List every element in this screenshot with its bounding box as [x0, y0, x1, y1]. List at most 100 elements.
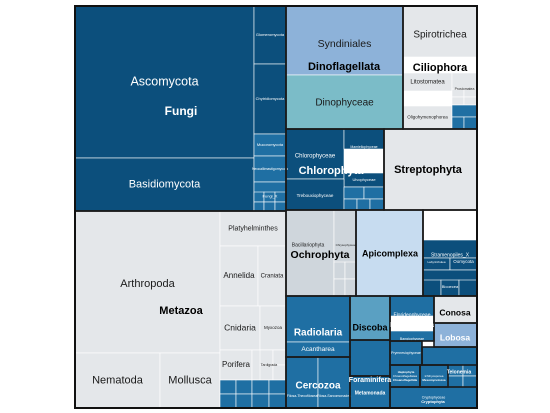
label-annelida: Annelida [223, 271, 255, 280]
tile-foraminifera-foraminifera [349, 339, 391, 377]
label-litostomatea: Litostomatea [410, 80, 445, 86]
tile-cercozoa-filosa-sarcomonadea [317, 356, 351, 409]
label-tardigrada: Tardigrada [261, 363, 278, 367]
group-label-conosa: Conosa [439, 307, 470, 317]
label-basidiomycota: Basidiomycota [129, 178, 201, 190]
minor-tile [343, 198, 358, 211]
minor-tile [462, 375, 478, 388]
label-trebouxiophyceae: Trebouxiophyceae [297, 193, 334, 198]
minor-tile [458, 279, 478, 297]
minor-tile [235, 379, 253, 395]
tile-ciliophora-spirotrichea [402, 5, 478, 58]
tile-dinoflagellata-syndiniales [285, 5, 404, 76]
tile-metamonada-metamonada [349, 375, 391, 409]
minor-tile [343, 186, 365, 200]
group-label-streptophyta: Streptophyta [394, 164, 463, 176]
label-filosa-thecofilosea: Filosa-Thecofilosea [287, 394, 317, 398]
minor-tile [344, 278, 357, 297]
label-mollusca: Mollusca [168, 374, 212, 386]
minor-tile [422, 279, 442, 297]
label-mamiellophyceae: Mamiellophyceae [350, 145, 377, 149]
tile-metazoa-arthropoda [74, 210, 221, 354]
minor-tile [268, 393, 287, 409]
group-label-rhodophyta: Rhodophyta [390, 320, 435, 329]
label-florideophyceae: Florideophyceae [394, 312, 431, 318]
label-bangiophyceae: Bangiophyceae [400, 337, 424, 341]
label-nematoda: Nematoda [92, 374, 144, 386]
label-mucoromycota: Mucoromycota [257, 142, 284, 147]
minor-tile [369, 198, 385, 211]
label-prostomatea: Prostomatea [455, 87, 475, 91]
minor-tile [463, 96, 478, 106]
tile-metazoa-craniata [257, 245, 287, 307]
group-label-metamonada: Metamonada [355, 390, 386, 396]
label-arthropoda: Arthropoda [120, 278, 175, 290]
label-ascomycota: Ascomycota [130, 74, 198, 88]
label-spirotrichea: Spirotrichea [413, 30, 467, 41]
group-label-lobosa: Lobosa [440, 332, 470, 342]
label-fungi-x: Fungi_X [263, 194, 278, 199]
minor-tile [268, 379, 287, 395]
label-cnidaria: Cnidaria [224, 322, 256, 332]
tile-fungi-chytridiomycota [253, 63, 287, 135]
minor-tile [235, 393, 253, 409]
group-label-apicomplexa: Apicomplexa [362, 248, 419, 258]
label-filosa-sarcomonadea: Filosa-Sarcomonadea [317, 394, 351, 398]
label-platyhelminthes: Platyhelminthes [228, 225, 278, 232]
tile-apicomplexa-gregarinomorphea [355, 209, 424, 297]
label-acantharea: Acantharea [301, 346, 335, 353]
group-label-cryptophyta: Cryptophyta [421, 399, 445, 404]
group-label-dinoflagellata: Dinoflagellata [308, 61, 381, 73]
minor-tile [356, 198, 371, 211]
minor-tile [259, 364, 274, 381]
group-label-ciliophora: Ciliophora [413, 62, 468, 74]
tile-metazoa-cnidaria [219, 305, 261, 351]
label-syndiniales: Syndiniales [318, 38, 372, 50]
minor-tile [251, 393, 270, 409]
label-ulvophyceae: Ulvophyceae [352, 177, 376, 182]
tile-metazoa-porifera [219, 349, 253, 381]
group-label-cercozoa: Cercozoa [295, 381, 340, 392]
label-myxozoa: Myxozoa [264, 325, 283, 330]
label-craniata: Craniata [261, 274, 284, 280]
minor-tile [344, 261, 357, 280]
minor-tile [219, 379, 237, 395]
label-neocallimastigomycota: Neocallimastigomycota [252, 167, 288, 171]
tile-metazoa-myxozoa [259, 305, 287, 351]
label-bicoecea: Bicoecea [442, 284, 459, 289]
minor-tile [451, 116, 465, 130]
label-bacillariophyta: Bacillariophyta [292, 242, 325, 248]
label-chlorophyceae: Chlorophyceae [295, 154, 336, 160]
group-label-metazoa: Metazoa [159, 305, 203, 317]
label-ichthyosporea: Ichthyosporea [425, 374, 444, 378]
minor-tile [263, 201, 276, 212]
tile-discoba-discoba [349, 295, 391, 341]
group-label-mesomycetozoa: Mesomycetozoa [422, 378, 446, 382]
minor-tile [451, 104, 478, 118]
tile-ochrophyta-bacillariophyta [285, 209, 335, 297]
minor-tile [447, 375, 464, 388]
group-label-haptophyta: Haptophyta [398, 370, 415, 374]
minor-tile [451, 96, 465, 106]
tile-telonemia-telonemia [421, 346, 478, 366]
tile-dinoflagellata-dinophyceae [285, 74, 404, 130]
label-chrysophyceae: Chrysophyceae [336, 243, 357, 247]
minor-tile [363, 186, 385, 200]
group-label-fungi: Fungi [165, 104, 198, 118]
label-prymnesiophyceae: Prymnesiophyceae [391, 351, 421, 355]
tile-cercozoa-filosa-thecofilosea [285, 356, 319, 409]
label-labyrinthulea: Labyrinthulea [427, 260, 445, 264]
label-stramenopiles-x: Stramenopiles_X [431, 252, 470, 258]
tile-fungi-basidiomycota [74, 157, 255, 212]
group-label-choanoflagellida: Choanoflagellida [393, 378, 418, 382]
group-label-foraminifera: Foraminifera [349, 377, 392, 384]
group-label-telonemia: Telonemia [447, 369, 472, 375]
minor-tile [463, 116, 478, 130]
label-porifera: Porifera [222, 360, 251, 369]
minor-tile [333, 278, 346, 297]
tile-metazoa-mollusca [159, 352, 221, 409]
minor-tile [253, 201, 265, 212]
group-label-discoba: Discoba [352, 322, 388, 332]
label-dinophyceae: Dinophyceae [315, 98, 374, 109]
